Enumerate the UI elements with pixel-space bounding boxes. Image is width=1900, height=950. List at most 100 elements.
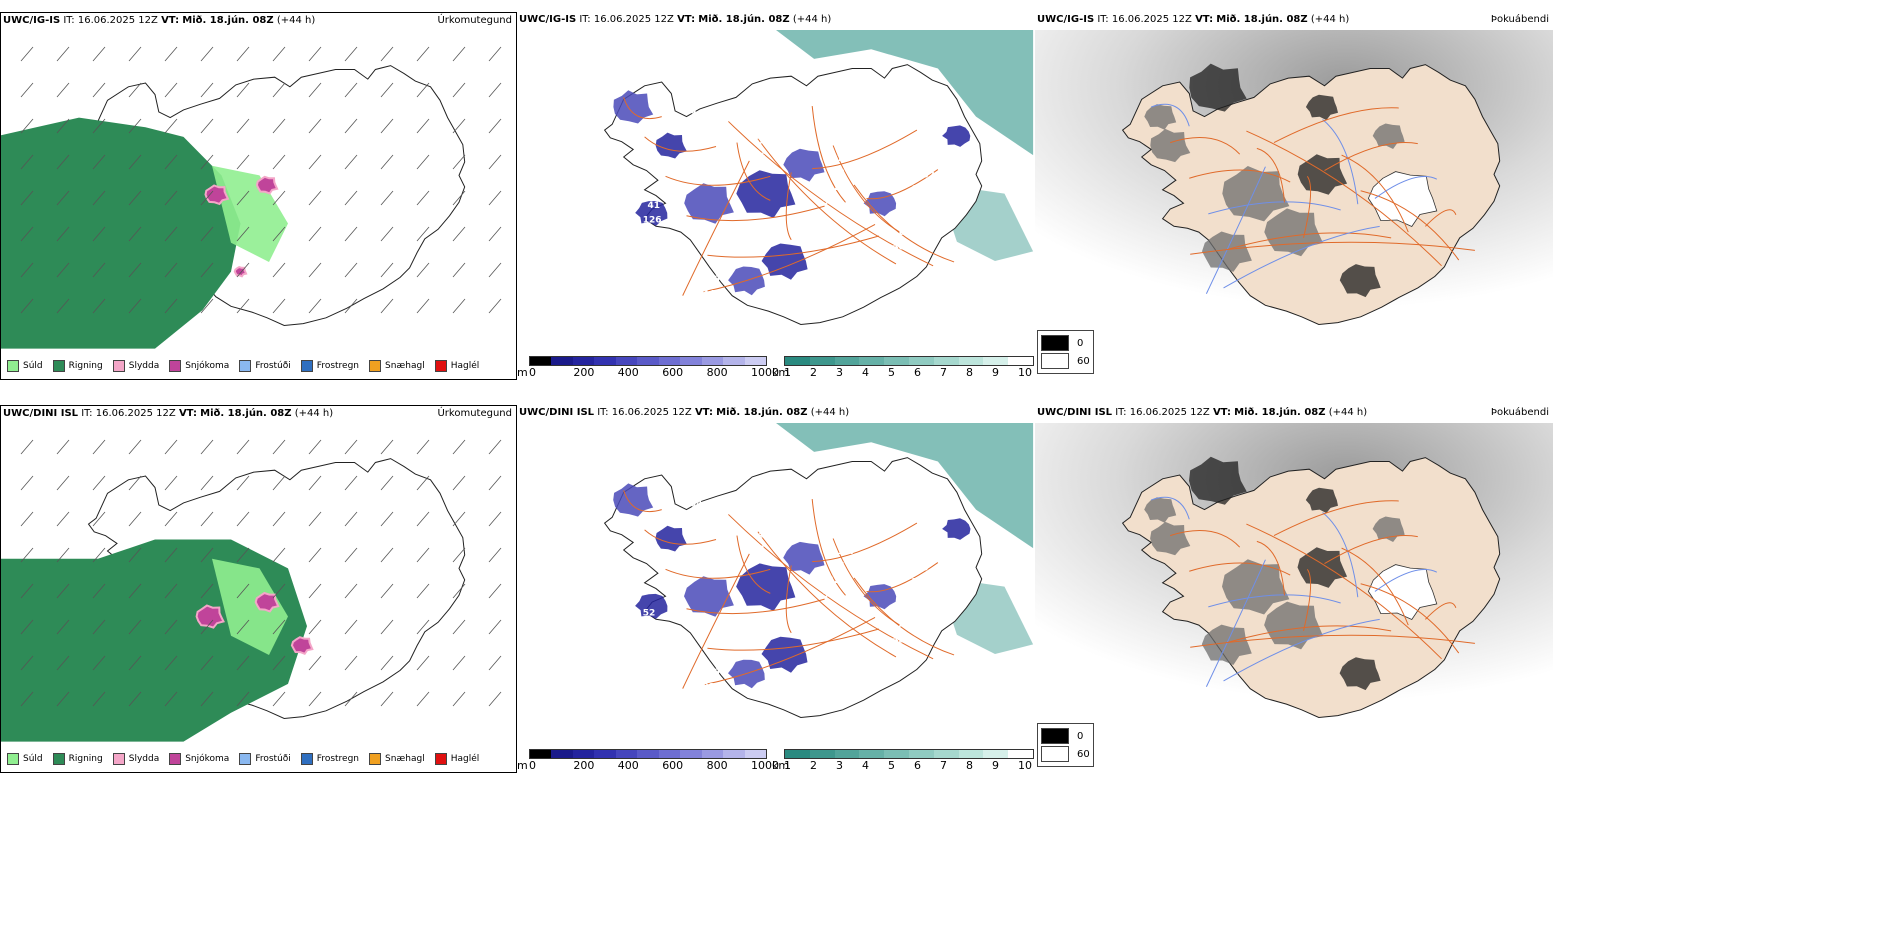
cloud-base-label: 782	[916, 170, 935, 180]
fog-product-title: Þokuábendi	[1490, 407, 1549, 418]
low-cloud-base-area	[942, 518, 971, 540]
fog-patch	[1189, 456, 1247, 505]
cloud-base-label: 62	[827, 576, 840, 586]
wind-barb	[128, 691, 142, 707]
road-line	[1189, 562, 1291, 576]
road-line	[1189, 169, 1291, 183]
wind-barb	[308, 511, 322, 527]
road-line	[728, 121, 934, 267]
wind-barb	[236, 547, 250, 563]
colorbar-tick: 8	[966, 759, 973, 772]
wind-barb	[272, 262, 286, 278]
river-line	[1151, 103, 1190, 127]
wind-barb	[344, 583, 358, 599]
cloud-base-label: 49	[851, 111, 864, 121]
cloud-base-label: 72	[782, 458, 795, 468]
wind-barb	[308, 655, 322, 671]
colorbar-swatch	[551, 357, 573, 365]
colorbar-swatch	[723, 750, 745, 758]
wind-barb	[200, 298, 214, 314]
title-lead: (+44 h)	[1310, 14, 1350, 25]
wind-barb	[56, 298, 70, 314]
wind-barb	[236, 511, 250, 527]
colorbar-swatch	[859, 357, 885, 365]
wind-barb	[380, 691, 394, 707]
wind-barb	[308, 691, 322, 707]
fog-map-panel: UWC/IG-IS IT: 16.06.2025 12Z VT: Mið. 18…	[1035, 12, 1553, 380]
precip-type-legend: Súld Rigning Slydda Snjókoma Frostúði Frostre…	[1, 748, 479, 770]
wind-barb	[452, 82, 466, 98]
wind-barb	[452, 154, 466, 170]
colorbar-swatch	[908, 750, 934, 758]
precip-map-panel: UWC/DINI ISL IT: 16.06.2025 12Z VT: Mið.…	[0, 405, 517, 773]
colorbar-unit: km	[772, 759, 790, 772]
road-line	[1256, 147, 1285, 203]
wind-barb	[200, 583, 214, 599]
road-line	[665, 175, 771, 186]
fog-legend-label: 0	[1077, 337, 1084, 349]
wind-barb	[272, 511, 286, 527]
wind-barb	[92, 46, 106, 62]
wind-barb	[56, 475, 70, 491]
wind-barb	[344, 154, 358, 170]
wind-barb	[452, 190, 466, 206]
wind-barb	[488, 154, 502, 170]
road-line	[1341, 154, 1409, 233]
colorbar-swatch	[983, 357, 1009, 365]
cloud-base-label: 87	[688, 485, 701, 495]
wind-barb	[200, 655, 214, 671]
low-cloud-base-area	[655, 132, 687, 159]
legend-swatch	[434, 753, 447, 765]
wind-barb	[20, 583, 34, 599]
road-line	[1341, 547, 1409, 626]
wind-barb	[416, 583, 430, 599]
road-line	[1303, 569, 1312, 632]
wind-barb	[200, 619, 214, 635]
wind-barb	[380, 118, 394, 134]
title-model-label: UWC/IG-IS	[519, 14, 577, 25]
wind-barb	[20, 511, 34, 527]
river-line	[1223, 225, 1380, 289]
snow-area	[254, 591, 280, 613]
colorbar-tick: 4	[862, 366, 869, 379]
wind-barb	[20, 655, 34, 671]
title-vt-label: VT:	[178, 408, 197, 419]
wind-barb	[488, 190, 502, 206]
wind-barb	[164, 298, 178, 314]
legend-item: Frostúði	[239, 360, 291, 372]
legend-swatch	[112, 360, 125, 372]
wind-barb	[200, 154, 214, 170]
road-line	[1170, 530, 1241, 548]
wind-barb	[20, 118, 34, 134]
cloud-base-label: 136	[911, 578, 930, 588]
road-line	[1256, 540, 1285, 596]
fog-patch	[1222, 559, 1290, 615]
wind-barb	[452, 475, 466, 491]
wind-barb	[20, 619, 34, 635]
wind-barb	[56, 118, 70, 134]
legend-item: Snjókoma	[169, 753, 229, 765]
wind-barb	[20, 226, 34, 242]
fog-map-panel: UWC/DINI ISL IT: 16.06.2025 12Z VT: Mið.…	[1035, 405, 1553, 773]
colorbar-tick: 800	[706, 759, 728, 772]
colorbar-swatch	[615, 357, 638, 365]
glacier	[1367, 564, 1438, 621]
colorbar-tick: 2	[810, 759, 817, 772]
wind-barb	[20, 298, 34, 314]
fog-index-legend: 0 60	[1037, 723, 1094, 767]
wind-barb	[416, 190, 430, 206]
title-it-value: 16.06.2025 12Z	[593, 14, 674, 25]
wind-barb	[416, 118, 430, 134]
legend-item: Frostregn	[300, 360, 359, 372]
river-line	[1208, 594, 1341, 608]
cloud-base-label: 57	[823, 590, 836, 600]
wind-barb	[452, 118, 466, 134]
colorbar-swatch	[834, 357, 860, 365]
legend-item: Snjókoma	[169, 360, 229, 372]
wind-barb	[272, 154, 286, 170]
vis-map-panel: UWC/IG-IS IT: 16.06.2025 12Z VT: Mið. 18…	[517, 12, 1035, 380]
colorbar-tick: 3	[836, 759, 843, 772]
cloud-base-label: 148	[712, 654, 731, 664]
wind-barb	[128, 547, 142, 563]
wind-barb	[20, 190, 34, 206]
